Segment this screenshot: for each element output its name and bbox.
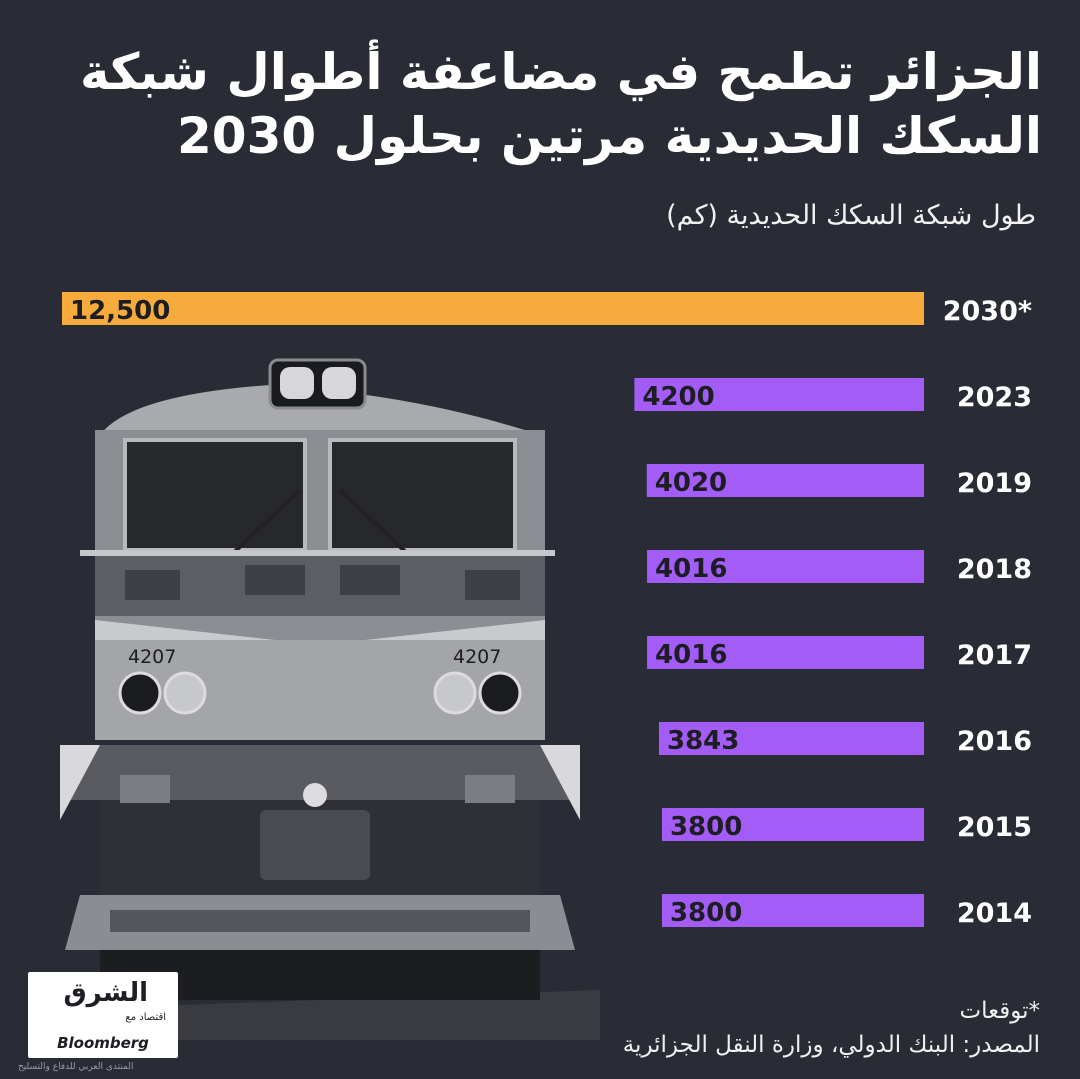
chart-title: الجزائر تطمح في مضاعفة أطوال شبكة السكك … [42, 40, 1042, 168]
title-line-1: الجزائر تطمح في مضاعفة أطوال شبكة [79, 43, 1042, 101]
category-label: 2017 [957, 640, 1032, 671]
bar-0 [62, 292, 924, 325]
bar-5 [658, 722, 924, 755]
bar-value-label: 4200 [642, 382, 714, 412]
watermark-text: المنتدى العربي للدفاع والتسليح [18, 1062, 134, 1072]
asharq-bloomberg-logo: الشرق اقتصاد مع Bloomberg [28, 972, 178, 1058]
bar-value-label: 3800 [670, 898, 742, 928]
category-label: 2018 [957, 554, 1032, 585]
logo-arabic-subtext: اقتصاد مع [125, 1012, 166, 1023]
forecast-note: *توقعات [959, 998, 1040, 1024]
bar-6 [661, 808, 924, 841]
footnote: *توقعات المصدر: البنك الدولي، وزارة النق… [623, 994, 1040, 1062]
source-note: المصدر: البنك الدولي، وزارة النقل الجزائ… [622, 1032, 1040, 1058]
bar-value-label: 4016 [655, 640, 727, 670]
logo-arabic-text: الشرق [63, 978, 148, 1008]
category-label: 2019 [957, 468, 1032, 499]
category-label: 2014 [957, 898, 1032, 929]
bar-value-label: 4020 [655, 468, 727, 498]
locomotive-number-right: 4207 [453, 646, 501, 668]
bar-value-label: 12,500 [70, 296, 170, 326]
category-label: 2016 [957, 726, 1032, 757]
title-line-2: السكك الحديدية مرتين بحلول 2030 [176, 107, 1042, 165]
bar-7 [661, 894, 924, 927]
bar-2 [646, 464, 924, 497]
bar-value-label: 4016 [655, 554, 727, 584]
bar-value-label: 3800 [670, 812, 742, 842]
bar-4 [647, 636, 924, 669]
locomotive-illustration: 4207 4207 [40, 358, 600, 1040]
category-label: 2015 [957, 812, 1032, 843]
chart-subtitle: طول شبكة السكك الحديدية (كم) [666, 200, 1036, 231]
category-label: 2023 [957, 382, 1032, 413]
bar-1 [634, 378, 924, 411]
category-label: 2030* [943, 296, 1032, 327]
locomotive-number-left: 4207 [128, 646, 176, 668]
bar-value-label: 3843 [667, 726, 739, 756]
logo-bloomberg-text: Bloomberg [57, 1034, 149, 1052]
bar-3 [647, 550, 924, 583]
